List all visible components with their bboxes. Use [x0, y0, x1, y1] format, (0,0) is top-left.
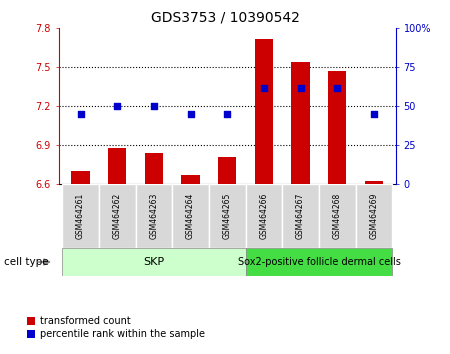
- Bar: [255, 39, 273, 184]
- Text: GSM464264: GSM464264: [186, 193, 195, 239]
- Text: GDS3753 / 10390542: GDS3753 / 10390542: [151, 11, 299, 25]
- Bar: [99, 184, 135, 248]
- Point: [224, 111, 231, 117]
- Bar: [62, 184, 99, 248]
- Text: GSM464261: GSM464261: [76, 193, 85, 239]
- Point: [334, 85, 341, 90]
- Bar: [246, 248, 392, 276]
- Point: [77, 111, 84, 117]
- Point: [113, 103, 121, 109]
- Text: cell type: cell type: [4, 257, 49, 267]
- Bar: [145, 153, 163, 184]
- Bar: [172, 184, 209, 248]
- Point: [187, 111, 194, 117]
- Point: [150, 103, 158, 109]
- Text: GSM464269: GSM464269: [369, 193, 378, 239]
- Text: GSM464262: GSM464262: [112, 193, 122, 239]
- Bar: [218, 157, 236, 184]
- Text: GSM464267: GSM464267: [296, 193, 305, 239]
- Bar: [328, 71, 346, 184]
- Text: Sox2-positive follicle dermal cells: Sox2-positive follicle dermal cells: [238, 257, 400, 267]
- Bar: [282, 184, 319, 248]
- Point: [261, 85, 268, 90]
- Point: [370, 111, 378, 117]
- Bar: [365, 182, 383, 184]
- Text: GSM464265: GSM464265: [223, 193, 232, 239]
- Bar: [108, 148, 126, 184]
- Text: GSM464263: GSM464263: [149, 193, 158, 239]
- Text: SKP: SKP: [143, 257, 164, 267]
- Bar: [356, 184, 392, 248]
- Legend: transformed count, percentile rank within the sample: transformed count, percentile rank withi…: [27, 316, 205, 339]
- Bar: [209, 184, 246, 248]
- Bar: [135, 184, 172, 248]
- Bar: [181, 175, 200, 184]
- Text: GSM464268: GSM464268: [333, 193, 342, 239]
- Bar: [292, 62, 310, 184]
- Bar: [246, 184, 282, 248]
- Bar: [62, 248, 246, 276]
- Bar: [319, 184, 356, 248]
- Bar: [72, 171, 90, 184]
- Point: [297, 85, 304, 90]
- Text: GSM464266: GSM464266: [260, 193, 269, 239]
